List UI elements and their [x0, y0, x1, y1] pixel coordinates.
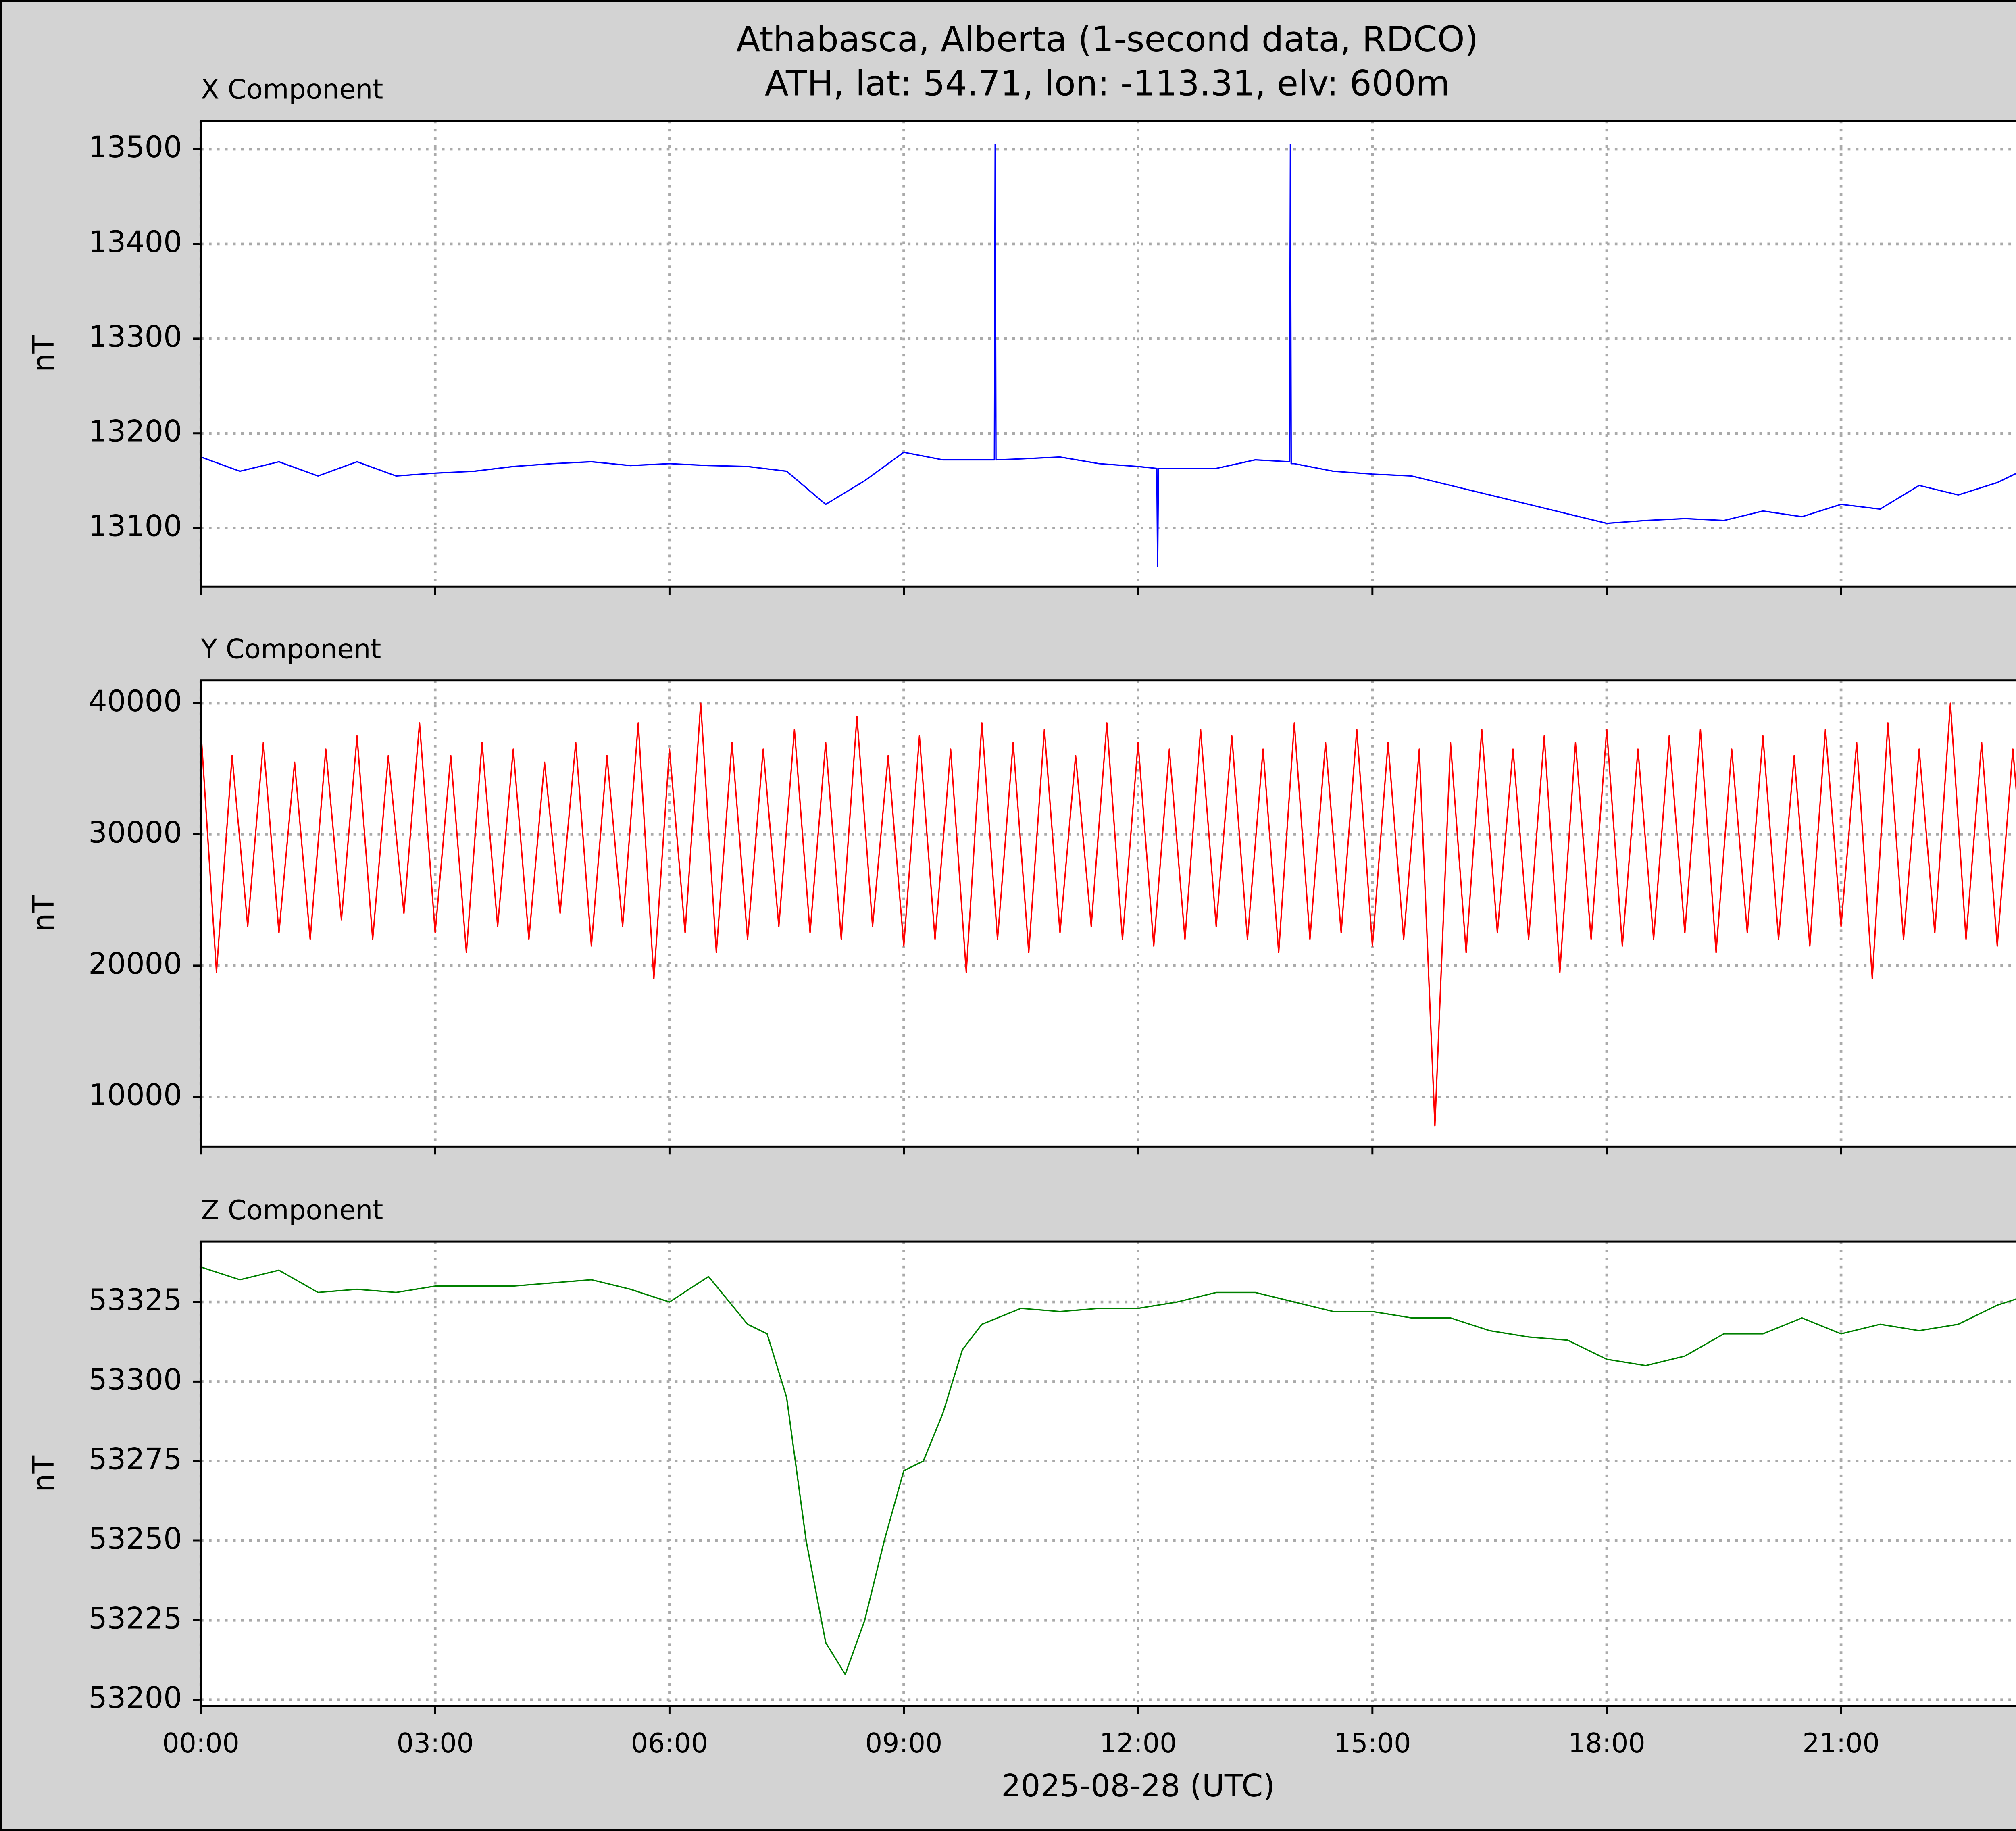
- y-tick-label: 13400: [88, 225, 182, 259]
- x-tick-label: 15:00: [1334, 1727, 1411, 1759]
- x-axis-label: 2025-08-28 (UTC): [1001, 1768, 1275, 1804]
- plot-area: [201, 121, 2016, 587]
- y-tick-label: 13300: [88, 320, 182, 354]
- figure-title: Athabasca, Alberta (1-second data, RDCO): [736, 19, 1478, 60]
- y-tick-label: 13100: [88, 509, 182, 544]
- y-tick-label: 20000: [88, 947, 182, 981]
- y-tick-label: 53325: [88, 1283, 182, 1317]
- x-tick-label: 09:00: [865, 1727, 942, 1759]
- y-axis-label: nT: [27, 335, 61, 372]
- y-tick-label: 53225: [88, 1601, 182, 1635]
- x-tick-label: 12:00: [1100, 1727, 1177, 1759]
- y-axis-label: nT: [27, 895, 61, 932]
- plot-frame: [200, 1240, 2016, 1707]
- panel-title: Y Component: [200, 633, 381, 665]
- plot-frame: [200, 679, 2016, 1148]
- y-tick-label: 10000: [88, 1078, 182, 1112]
- x-tick-label: 18:00: [1568, 1727, 1645, 1759]
- x-tick-label: 03:00: [397, 1727, 474, 1759]
- y-tick-label: 40000: [88, 684, 182, 719]
- figure-subtitle: ATH, lat: 54.71, lon: -113.31, elv: 600m: [765, 64, 1450, 104]
- x-tick-label: 21:00: [1802, 1727, 1879, 1759]
- data-line: [200, 144, 2016, 567]
- plot-frame: [200, 120, 2016, 588]
- y-tick-label: 13500: [88, 130, 182, 165]
- x-tick-label: 06:00: [631, 1727, 708, 1759]
- panel-title: Z Component: [201, 1194, 383, 1226]
- data-line: [200, 702, 2016, 1127]
- data-line: [200, 1266, 2016, 1675]
- y-tick-label: 53275: [88, 1442, 182, 1477]
- plot-area: [201, 1241, 2016, 1706]
- y-tick-label: 53300: [88, 1362, 182, 1397]
- panel-title: X Component: [201, 74, 383, 105]
- y-tick-label: 53250: [88, 1522, 182, 1556]
- y-tick-label: 53200: [88, 1681, 182, 1715]
- x-tick-label: 00:00: [162, 1727, 239, 1759]
- y-tick-label: 13200: [88, 415, 182, 449]
- y-axis-label: nT: [27, 1455, 61, 1492]
- y-tick-label: 30000: [88, 815, 182, 850]
